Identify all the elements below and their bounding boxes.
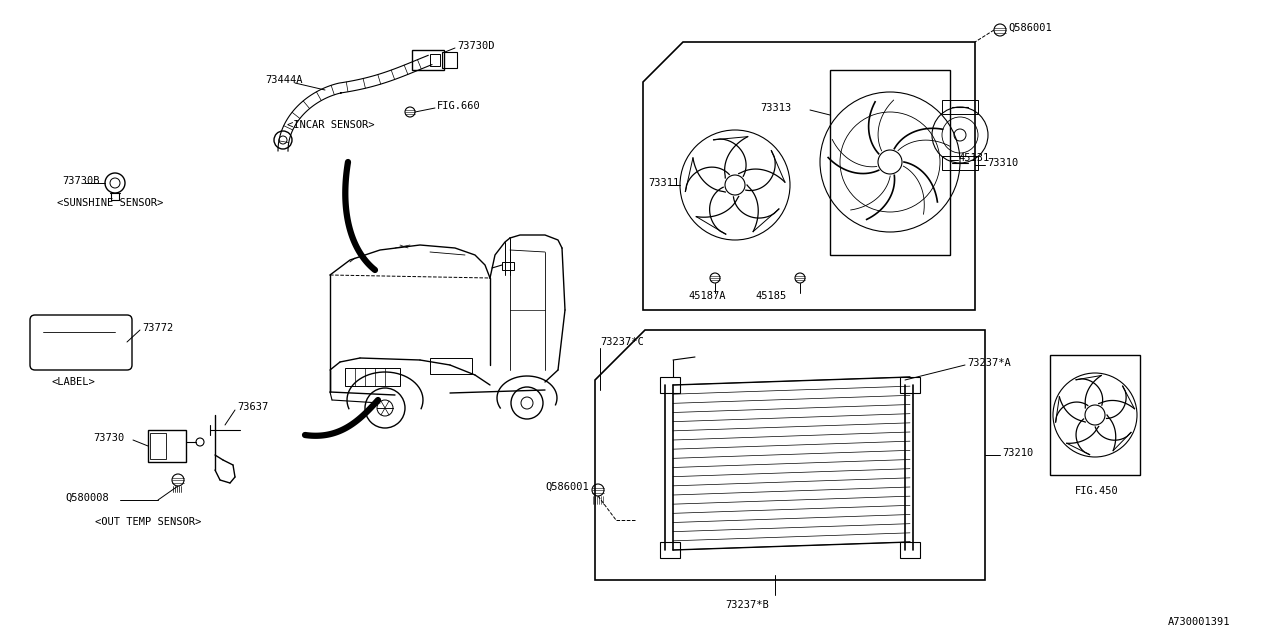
Bar bbox=[829, 70, 950, 255]
Text: Q586001: Q586001 bbox=[545, 482, 589, 492]
Text: 73637: 73637 bbox=[237, 402, 269, 412]
Bar bbox=[660, 377, 680, 393]
Bar bbox=[442, 52, 457, 68]
Bar bbox=[148, 430, 186, 462]
Text: 73313: 73313 bbox=[760, 103, 791, 113]
Bar bbox=[900, 377, 920, 393]
Text: 73310: 73310 bbox=[987, 158, 1019, 168]
Text: 45131: 45131 bbox=[957, 153, 989, 163]
Bar bbox=[502, 262, 515, 270]
Bar bbox=[412, 50, 444, 70]
Bar bbox=[430, 358, 472, 374]
Bar bbox=[430, 54, 440, 66]
Text: 45187A: 45187A bbox=[689, 291, 726, 301]
Text: 73237*B: 73237*B bbox=[724, 600, 769, 610]
Text: 73730B: 73730B bbox=[61, 176, 100, 186]
Text: <LABEL>: <LABEL> bbox=[52, 377, 96, 387]
Bar bbox=[150, 433, 166, 459]
Text: 73772: 73772 bbox=[142, 323, 173, 333]
Bar bbox=[660, 542, 680, 558]
Text: 73237*A: 73237*A bbox=[966, 358, 1011, 368]
Text: 73444A: 73444A bbox=[265, 75, 302, 85]
Text: Q586001: Q586001 bbox=[1009, 23, 1052, 33]
Text: <SUNSHINE SENSOR>: <SUNSHINE SENSOR> bbox=[58, 198, 164, 208]
Text: 73730D: 73730D bbox=[457, 41, 494, 51]
Text: Q580008: Q580008 bbox=[65, 493, 109, 503]
Text: FIG.660: FIG.660 bbox=[436, 101, 481, 111]
Text: 73311: 73311 bbox=[648, 178, 680, 188]
Text: 73210: 73210 bbox=[1002, 448, 1033, 458]
Text: <INCAR SENSOR>: <INCAR SENSOR> bbox=[287, 120, 375, 130]
Bar bbox=[346, 368, 399, 386]
Bar bbox=[900, 542, 920, 558]
Text: FIG.450: FIG.450 bbox=[1075, 486, 1119, 496]
Bar bbox=[942, 100, 978, 114]
Text: <OUT TEMP SENSOR>: <OUT TEMP SENSOR> bbox=[95, 517, 201, 527]
Text: 73730: 73730 bbox=[93, 433, 124, 443]
Bar bbox=[942, 156, 978, 170]
Text: A730001391: A730001391 bbox=[1167, 617, 1230, 627]
Text: 45185: 45185 bbox=[755, 291, 786, 301]
Text: 73237*C: 73237*C bbox=[600, 337, 644, 347]
Bar bbox=[1050, 355, 1140, 475]
